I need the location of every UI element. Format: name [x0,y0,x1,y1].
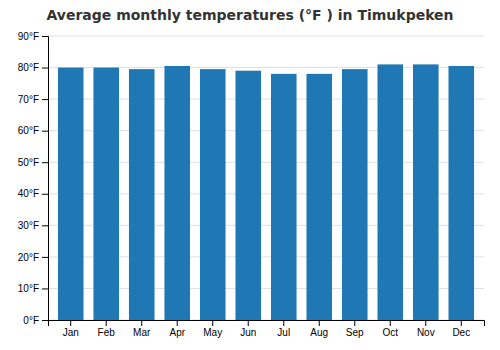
bar [93,68,119,320]
x-tick-mark [390,320,391,326]
y-tick: 10°F [18,283,48,294]
y-tick-label: 80°F [18,62,39,73]
x-axis-line [49,321,485,327]
x-tick-mark [106,320,107,326]
x-tick-mark [177,320,178,326]
y-tick: 50°F [18,157,48,168]
x-tick-label: Apr [169,327,185,338]
x-tick: Dec [452,320,470,338]
y-tick: 40°F [18,188,48,199]
x-tick-mark [70,320,71,326]
bar [271,74,297,320]
x-tick: Oct [382,320,398,338]
y-tick-label: 50°F [18,157,39,168]
plot: 0°F 10°F 20°F 30°F 40°F 50°F 60°F 70°F 80°F 90°F J… [18,31,485,338]
x-tick: May [203,320,222,338]
x-tick-mark [319,320,320,326]
y-tick: 0°F [23,315,48,326]
x-tick: Jul [277,320,290,338]
x-tick: Mar [133,320,151,338]
chart-container: 0°F 10°F 20°F 30°F 40°F 50°F 60°F 70°F 80°F 90°F J… [0,0,500,350]
title: Average monthly temperatures (°F ) in Ti… [46,7,453,23]
x-tick-label: Mar [133,327,151,338]
x-tick: Aug [310,320,328,338]
x-tick-label: Feb [98,327,116,338]
y-tick-label: 40°F [18,188,39,199]
y-tick-mark [42,99,48,100]
x-tick-label: Aug [310,327,328,338]
y-tick-mark [42,68,48,69]
bar [164,66,190,320]
x-tick-mark [248,320,249,326]
y-axis: 0°F 10°F 20°F 30°F 40°F 50°F 60°F 70°F 80°F 90°F [18,31,49,326]
bar [448,66,474,320]
y-tick-mark [42,36,48,37]
x-tick-label: Jan [63,327,79,338]
y-tick: 20°F [18,252,48,263]
y-tick: 30°F [18,220,48,231]
y-tick: 70°F [18,94,48,105]
y-tick: 80°F [18,62,48,73]
y-tick-label: 60°F [18,125,39,136]
x-axis: Jan Feb Mar Apr May Jun Jul Aug Sep Oct Nov Dec [49,320,485,338]
x-tick-mark [283,320,284,326]
bar [129,69,155,320]
y-tick: 60°F [18,125,48,136]
y-tick-mark [42,225,48,226]
x-tick: Nov [417,320,435,338]
y-tick-mark [42,288,48,289]
x-tick-mark [425,320,426,326]
x-tick: Apr [169,320,185,338]
y-tick-mark [42,162,48,163]
y-tick-mark [42,194,48,195]
x-tick: Jun [240,320,256,338]
y-tick-mark [42,131,48,132]
bar [306,74,332,320]
y-axis-line [42,37,49,321]
bars [58,64,474,320]
x-tick-label: Jul [277,327,290,338]
y-tick-label: 20°F [18,252,39,263]
bar [377,64,403,320]
x-tick-label: May [203,327,222,338]
y-tick-label: 30°F [18,220,39,231]
grid-line [48,36,484,37]
y-tick-label: 0°F [23,315,39,326]
x-tick-mark [212,320,213,326]
y-tick-label: 10°F [18,283,39,294]
y-tick: 90°F [18,31,48,42]
y-tick-label: 90°F [18,31,39,42]
x-tick: Sep [346,320,364,338]
x-tick: Jan [63,320,79,338]
bar [342,69,368,320]
x-tick-mark [461,320,462,326]
x-tick-mark [141,320,142,326]
bar [413,64,439,320]
x-tick-label: Sep [346,327,364,338]
bar [235,71,261,320]
x-tick-label: Dec [452,327,470,338]
bar [200,69,226,320]
x-tick-label: Nov [417,327,435,338]
grid [48,36,484,320]
x-tick-label: Jun [240,327,256,338]
y-tick-mark [42,257,48,258]
x-tick-label: Oct [382,327,398,338]
y-tick-label: 70°F [18,94,39,105]
x-tick: Feb [98,320,116,338]
y-tick-mark [42,320,48,321]
chart-svg: 0°F 10°F 20°F 30°F 40°F 50°F 60°F 70°F 80°F 90°F J… [0,0,500,350]
bar [58,68,84,320]
x-tick-mark [354,320,355,326]
